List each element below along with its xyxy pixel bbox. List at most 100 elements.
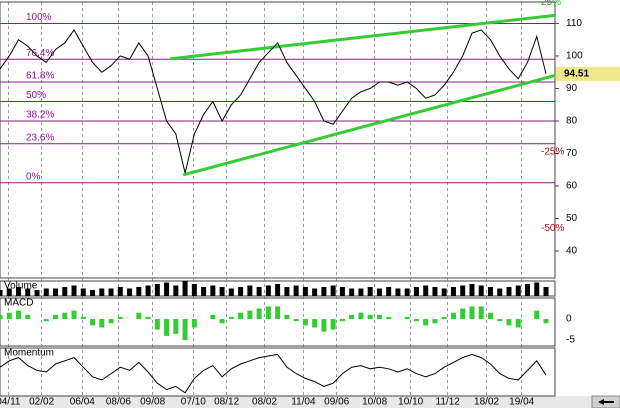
- y-tick-label: 110: [566, 18, 582, 29]
- percent-label: -25%: [541, 147, 564, 158]
- macd-bar: [543, 319, 549, 324]
- macd-bar: [25, 314, 31, 320]
- macd-bar: [432, 319, 438, 324]
- y-tick-label: 40: [566, 246, 578, 257]
- percent-label: -50%: [541, 223, 564, 234]
- macd-bar: [80, 316, 86, 320]
- panel-title: MACD: [4, 298, 33, 309]
- y-tick-label: 100: [566, 51, 583, 62]
- macd-bar: [117, 316, 123, 320]
- macd-bar: [404, 316, 410, 320]
- volume-bar: [432, 287, 438, 296]
- volume-bar: [515, 285, 521, 296]
- volume-bar: [127, 288, 133, 296]
- y-tick-label: 50: [566, 213, 578, 224]
- panel-frame: [0, 1, 556, 279]
- macd-bar: [312, 319, 318, 328]
- volume-bar: [201, 287, 207, 296]
- volume-bar: [136, 287, 142, 296]
- volume-bar: [238, 287, 244, 296]
- macd-bar: [71, 310, 77, 320]
- volume-bar: [441, 288, 447, 296]
- macd-bar: [53, 314, 59, 320]
- volume-bar: [99, 288, 105, 296]
- macd-bar: [219, 319, 225, 324]
- volume-bar: [386, 287, 392, 296]
- fib-label: 61.8%: [26, 71, 54, 82]
- panel-frame: [0, 347, 556, 397]
- macd-bar: [376, 314, 382, 320]
- macd-bar: [145, 316, 151, 320]
- macd-bar: [275, 306, 281, 320]
- x-tick-label: 11/12: [436, 397, 461, 408]
- macd-bar: [265, 306, 271, 320]
- x-tick-label: 10/08: [362, 397, 387, 408]
- volume-bar: [90, 290, 96, 296]
- fib-label: 38.2%: [26, 110, 54, 121]
- volume-bar: [53, 288, 59, 296]
- volume-bar: [506, 287, 512, 296]
- macd-bar: [284, 314, 290, 320]
- volume-bar: [154, 284, 160, 296]
- volume-bar: [330, 285, 336, 296]
- macd-bar: [302, 319, 308, 326]
- trendline: [170, 13, 556, 61]
- macd-bar: [90, 319, 96, 326]
- volume-bar: [376, 288, 382, 296]
- x-tick-label: 11/04: [291, 397, 316, 408]
- macd-bar: [515, 319, 521, 328]
- volume-bar: [413, 287, 419, 296]
- volume-bar: [321, 287, 327, 296]
- macd-bar: [487, 312, 493, 320]
- macd-bar: [108, 319, 114, 324]
- volume-bar: [423, 285, 429, 296]
- volume-bar: [293, 285, 299, 296]
- y-tick-label: 80: [566, 116, 578, 127]
- volume-bar: [302, 287, 308, 296]
- panel-frame: [0, 297, 556, 347]
- volume-bar: [497, 288, 503, 296]
- macd-bar: [497, 319, 503, 322]
- x-tick-label: 02/02: [29, 397, 54, 408]
- x-tick-label: 10/10: [398, 397, 423, 408]
- y-tick-label: 90: [566, 83, 578, 94]
- y-tick-label: 0: [566, 314, 572, 325]
- volume-bar: [145, 285, 151, 296]
- volume-bar: [210, 285, 216, 296]
- volume-bar: [543, 287, 549, 296]
- volume-bar: [25, 288, 31, 296]
- volume-bar: [71, 285, 77, 296]
- volume-bar: [469, 284, 475, 296]
- price-line: [0, 29, 547, 174]
- volume-bar: [339, 287, 345, 296]
- x-axis-band: [0, 396, 620, 408]
- volume-bar: [6, 288, 12, 296]
- x-tick-label: 08/06: [106, 397, 131, 408]
- x-tick-label: 19/04: [509, 397, 534, 408]
- macd-bar: [506, 319, 512, 326]
- volume-bar: [62, 287, 68, 296]
- panel-title: Momentum: [4, 348, 54, 359]
- x-tick-label: 09/08: [140, 397, 165, 408]
- fib-label: 0%: [26, 171, 41, 182]
- volume-bar: [265, 285, 271, 296]
- macd-bar: [358, 312, 364, 320]
- panel-title: Volume: [4, 281, 38, 292]
- fib-label: 100%: [26, 12, 52, 23]
- macd-bar: [154, 319, 160, 330]
- volume-bar: [367, 287, 373, 296]
- fib-label: 76.4%: [26, 48, 54, 59]
- fib-label: 50%: [26, 90, 46, 101]
- macd-bar: [423, 319, 429, 326]
- macd-bar: [16, 310, 22, 320]
- volume-bar: [404, 288, 410, 296]
- volume-bar: [358, 288, 364, 296]
- macd-bar: [247, 310, 253, 320]
- macd-bar: [164, 319, 170, 336]
- macd-bar: [210, 314, 216, 320]
- macd-bar: [173, 319, 179, 334]
- macd-bar: [469, 306, 475, 320]
- volume-bar: [108, 288, 114, 296]
- macd-bar: [413, 319, 419, 322]
